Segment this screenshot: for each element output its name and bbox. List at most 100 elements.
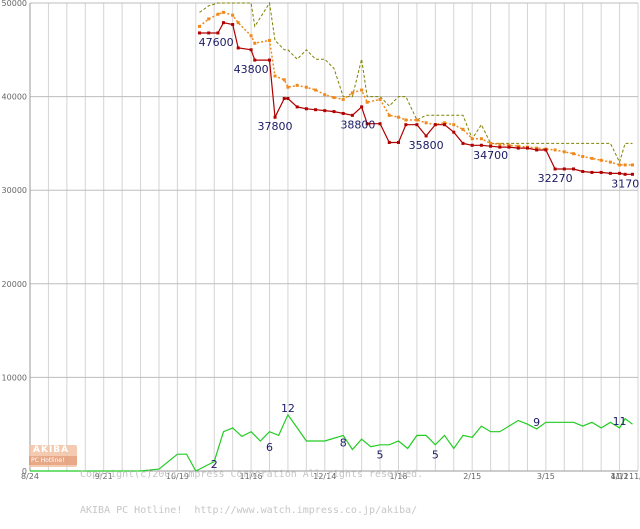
x-tick-label: 11/1: [611, 472, 629, 480]
avg-price-point: [599, 158, 603, 162]
avg-price-point: [198, 24, 202, 28]
avg-price-point: [461, 127, 465, 131]
min-price-point: [516, 146, 520, 150]
avg-price-point: [323, 93, 327, 97]
series-line-max-price: [199, 1, 633, 164]
min-price-point: [231, 23, 235, 27]
avg-price-point: [572, 152, 576, 156]
avg-price-point: [216, 12, 220, 16]
avg-price-point: [350, 91, 354, 95]
min-price-point: [295, 105, 299, 109]
avg-price-point: [273, 74, 277, 78]
avg-price-point: [424, 121, 428, 125]
min-price-point: [618, 171, 622, 175]
avg-price-point: [221, 10, 225, 14]
min-price-point: [323, 109, 327, 113]
price-data-label: 35800: [409, 139, 444, 152]
avg-price-point: [452, 123, 456, 127]
min-price-point: [282, 96, 286, 100]
min-price-point: [623, 172, 627, 176]
avg-price-point: [249, 34, 253, 38]
price-data-label: 34700: [473, 149, 508, 162]
volume-data-label: 6: [266, 441, 273, 454]
logo-bottom-text: PC Hotline!: [29, 456, 77, 465]
avg-price-point: [387, 113, 391, 117]
avg-price-point: [360, 88, 364, 92]
avg-price-point: [268, 38, 272, 42]
avg-price-point: [253, 41, 257, 45]
min-price-point: [207, 31, 211, 35]
min-price-point: [221, 21, 225, 25]
akiba-logo: AKIBA PC Hotline!: [29, 445, 77, 467]
min-price-point: [253, 58, 257, 62]
min-price-point: [198, 31, 202, 35]
min-price-point: [273, 115, 277, 119]
min-price-point: [608, 171, 612, 175]
min-price-point: [249, 48, 253, 52]
x-tick-label: 11/8: [629, 472, 640, 480]
avg-price-point: [535, 146, 539, 150]
avg-price-point: [286, 85, 290, 89]
min-price-point: [599, 170, 603, 174]
y-tick-label: 20000: [2, 280, 27, 289]
min-price-point: [304, 107, 308, 111]
grid: [29, 2, 639, 472]
min-price-point: [404, 123, 408, 127]
min-price-point: [443, 123, 447, 127]
min-price-point: [562, 167, 566, 171]
min-price-point: [498, 145, 502, 149]
min-price-point: [452, 130, 456, 134]
min-price-point: [507, 145, 511, 149]
x-tick-label: 1/18: [390, 472, 408, 480]
min-price-point: [360, 105, 364, 109]
copyright-line: Copyright(c)2003 Impress Corporation All…: [80, 469, 424, 480]
min-price-point: [581, 169, 585, 173]
volume-data-label: 5: [377, 449, 384, 462]
min-price-point: [286, 96, 290, 100]
avg-price-point: [378, 97, 382, 101]
logo-top-text: AKIBA: [33, 445, 70, 455]
min-price-point: [525, 146, 529, 150]
volume-data-label: 8: [340, 436, 347, 449]
x-tick-label: 9/21: [95, 472, 113, 480]
avg-price-point: [581, 155, 585, 159]
price-data-label: 38800: [340, 118, 375, 131]
x-tick-label: 2/15: [463, 472, 481, 480]
min-price-point: [415, 123, 419, 127]
min-price-point: [365, 122, 369, 126]
price-data-label: 37800: [258, 120, 293, 133]
y-tick-label: 40000: [2, 93, 27, 102]
min-price-point: [470, 143, 474, 147]
avg-price-point: [314, 88, 318, 92]
volume-data-label: 9: [533, 416, 540, 429]
price-data-label: 32270: [538, 172, 573, 185]
min-price-point: [590, 170, 594, 174]
avg-price-point: [443, 121, 447, 125]
avg-price-point: [507, 143, 511, 147]
min-price-point: [341, 111, 345, 115]
y-tick-label: 50000: [2, 0, 27, 8]
volume-data-label: 11: [613, 415, 627, 428]
avg-price-point: [365, 100, 369, 104]
min-price-point: [553, 167, 557, 171]
data-labels: 47600 43800 37800 38800 35800 34700 32270 31700…: [199, 36, 640, 471]
min-price-point: [461, 141, 465, 145]
min-price-point: [396, 140, 400, 144]
avg-price-point: [516, 144, 520, 148]
min-price-point: [433, 123, 437, 127]
avg-price-point: [304, 85, 308, 89]
avg-price-point: [553, 148, 557, 152]
price-data-label: 43800: [234, 63, 269, 76]
min-price-point: [535, 148, 539, 152]
y-tick-label: 0: [22, 467, 27, 476]
min-price-point: [479, 143, 483, 147]
y-tick-label: 10000: [2, 373, 27, 382]
min-price-point: [572, 167, 576, 171]
y-tick-label: 30000: [2, 186, 27, 195]
min-price-point: [544, 148, 548, 152]
avg-price-point: [498, 142, 502, 146]
volume-data-label: 5: [432, 449, 439, 462]
x-tick-label: 12/14: [313, 472, 336, 480]
avg-price-point: [562, 150, 566, 154]
price-chart: 0 10000 20000 30000 40000 50000 8/24 9/21 10/19 1…: [2, 0, 640, 480]
